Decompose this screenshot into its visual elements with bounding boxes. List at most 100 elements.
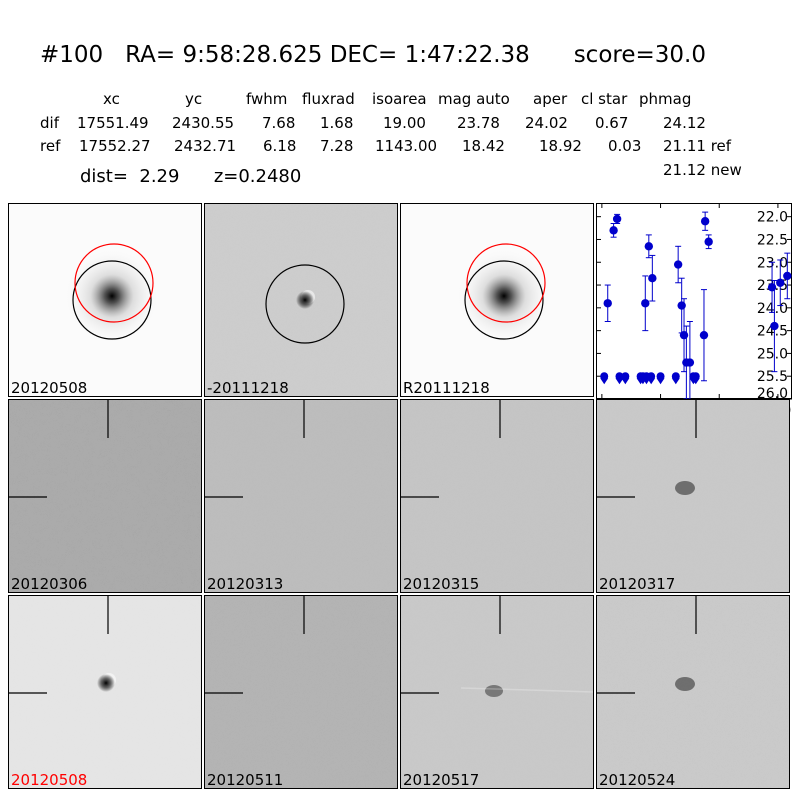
reference-aperture-circle <box>466 243 546 323</box>
panel-reference: R20111218 <box>400 203 594 397</box>
detection-point <box>679 330 689 340</box>
detection-point <box>644 242 654 251</box>
detection-point <box>685 358 695 367</box>
sky-image <box>205 400 397 592</box>
dif-aper: 24.02 <box>525 114 568 132</box>
y-tick-label: 26.0 <box>757 386 788 402</box>
panel-epoch-3: 20120315 <box>400 399 594 593</box>
detection-point <box>699 330 709 340</box>
upper-limit-point <box>621 372 630 381</box>
aperture-circle <box>72 260 152 340</box>
panel-label: 20120315 <box>403 575 480 593</box>
detection-point <box>770 321 779 331</box>
y-tick-label: 25.5 <box>757 369 788 385</box>
upper-limit-point <box>647 372 656 381</box>
sky-image <box>401 596 593 788</box>
detection-point <box>677 301 686 310</box>
col-isoarea: isoarea <box>372 90 427 108</box>
panel-epoch-7: 20120517 <box>400 595 594 789</box>
detection-point <box>700 217 710 226</box>
detection-point <box>648 274 657 283</box>
sky-image <box>205 596 397 788</box>
aperture-circle <box>464 260 544 340</box>
upper-limit-arrow <box>647 378 656 385</box>
panel-epoch-8: 20120524 <box>596 595 790 789</box>
col-fwhm: fwhm <box>246 90 288 108</box>
reference-aperture-circle <box>74 243 154 323</box>
dif-isoarea: 19.00 <box>383 114 426 132</box>
upper-limit-point <box>691 372 700 381</box>
dif-fwhm: 7.68 <box>262 114 296 132</box>
panel-label: R20111218 <box>403 379 490 397</box>
panel-label: 20120317 <box>599 575 676 593</box>
detection-point <box>776 278 785 287</box>
sky-image <box>401 204 593 396</box>
panel-epoch-4: 20120317 <box>596 399 790 593</box>
y-tick-label: 25.0 <box>757 346 788 362</box>
sky-image <box>205 204 397 396</box>
detection-point <box>783 271 792 281</box>
detection-point <box>603 299 612 308</box>
panel-new-image: 20120508 <box>8 203 202 397</box>
col-phmag: phmag <box>639 90 692 108</box>
upper-limit-arrow <box>656 378 665 385</box>
detection-point <box>673 260 683 269</box>
ref-fluxrad: 7.28 <box>320 137 354 155</box>
ref-xc: 17552.27 <box>79 137 151 155</box>
sky-image <box>597 596 789 788</box>
ref-mag-auto: 18.42 <box>462 137 505 155</box>
col-xc: xc <box>103 90 120 108</box>
light-curve-chart: 22.022.523.023.524.024.525.025.526.00501… <box>596 203 792 419</box>
ref-yc: 2432.71 <box>174 137 237 155</box>
ref-fwhm: 6.18 <box>263 137 297 155</box>
detection-point <box>612 214 622 224</box>
detection-point <box>641 299 650 308</box>
panel-epoch-6: 20120511 <box>204 595 398 789</box>
upper-limit-point <box>656 372 665 381</box>
panel-epoch-1: 20120306 <box>8 399 202 593</box>
dif-yc: 2430.55 <box>172 114 235 132</box>
panel-label: 20120306 <box>11 575 88 593</box>
candidate-title: #100 RA= 9:58:28.625 DEC= 1:47:22.38 sco… <box>40 42 706 68</box>
panel-epoch-5: 20120508 <box>8 595 202 789</box>
panel-label: 20120508 <box>11 771 88 789</box>
row-ref-label: ref <box>40 137 61 155</box>
col-aper: aper <box>533 90 568 108</box>
upper-limit-point <box>600 372 609 381</box>
col-fluxrad: fluxrad <box>302 90 355 108</box>
y-tick-label: 22.0 <box>757 210 788 226</box>
y-tick-label: 22.5 <box>757 232 788 248</box>
panel-label: -20111218 <box>207 379 289 397</box>
dif-mag-auto: 23.78 <box>457 114 500 132</box>
panel-label: 20120313 <box>207 575 284 593</box>
dif-phmag: 24.12 <box>663 114 706 132</box>
ref-isoarea: 1143.00 <box>375 137 438 155</box>
sky-image <box>9 204 201 396</box>
upper-limit-arrow <box>671 378 680 385</box>
ref-phmag: 21.11 ref <box>663 137 732 155</box>
dif-cl-star: 0.67 <box>595 114 629 132</box>
col-mag-auto: mag auto <box>438 90 510 108</box>
distance-redshift: dist= 2.29 z=0.2480 <box>80 166 302 187</box>
panel-epoch-2: 20120313 <box>204 399 398 593</box>
upper-limit-arrow <box>621 378 630 385</box>
sky-image <box>9 596 201 788</box>
sky-image <box>9 400 201 592</box>
upper-limit-arrow <box>615 378 624 385</box>
plot-frame <box>596 203 792 399</box>
upper-limit-arrow <box>600 378 609 385</box>
dif-xc: 17551.49 <box>77 114 149 132</box>
panel-label: 20120508 <box>11 379 88 397</box>
detection-point <box>609 226 618 235</box>
sky-image <box>597 400 789 592</box>
upper-limit-point <box>671 372 680 381</box>
sky-image <box>401 400 593 592</box>
col-yc: yc <box>185 90 203 108</box>
panel-difference: -20111218 <box>204 203 398 397</box>
upper-limit-point <box>615 372 624 381</box>
new-phmag: 21.12 new <box>663 161 742 179</box>
aperture-circle <box>265 264 345 344</box>
col-cl-star: cl star <box>581 90 628 108</box>
upper-limit-arrow <box>691 378 700 385</box>
ref-aper: 18.92 <box>539 137 582 155</box>
